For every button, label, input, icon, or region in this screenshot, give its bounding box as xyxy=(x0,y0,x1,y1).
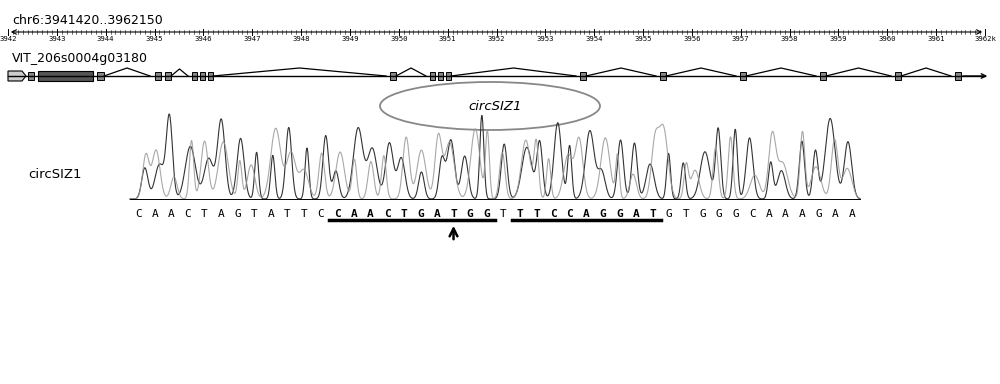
Text: 3950: 3950 xyxy=(390,36,408,42)
Bar xyxy=(580,72,586,80)
Bar xyxy=(446,72,451,80)
Bar xyxy=(28,72,34,80)
Text: A: A xyxy=(168,209,175,219)
Text: G: G xyxy=(467,209,473,219)
Text: T: T xyxy=(500,209,507,219)
Text: C: C xyxy=(384,209,391,219)
Text: circSIZ1: circSIZ1 xyxy=(468,99,522,113)
Text: 3954: 3954 xyxy=(585,36,603,42)
Text: 3960: 3960 xyxy=(879,36,896,42)
Text: 3956: 3956 xyxy=(683,36,701,42)
Text: 3949: 3949 xyxy=(341,36,359,42)
Text: A: A xyxy=(765,209,772,219)
Text: 3962k: 3962k xyxy=(974,36,996,42)
Text: 3945: 3945 xyxy=(146,36,163,42)
Text: 3944: 3944 xyxy=(97,36,114,42)
Text: G: G xyxy=(716,209,722,219)
Text: 3952: 3952 xyxy=(488,36,505,42)
Text: A: A xyxy=(434,209,440,219)
Text: G: G xyxy=(483,209,490,219)
Text: A: A xyxy=(633,209,639,219)
Text: 3948: 3948 xyxy=(292,36,310,42)
Text: C: C xyxy=(550,209,556,219)
Text: 3946: 3946 xyxy=(195,36,212,42)
Text: G: G xyxy=(815,209,822,219)
Text: 3959: 3959 xyxy=(830,36,847,42)
Text: 3953: 3953 xyxy=(537,36,554,42)
Text: A: A xyxy=(583,209,590,219)
Bar xyxy=(660,72,666,80)
Bar xyxy=(38,71,93,81)
Text: C: C xyxy=(317,209,324,219)
Text: G: G xyxy=(732,209,739,219)
Text: T: T xyxy=(682,209,689,219)
Bar xyxy=(155,72,161,80)
Text: T: T xyxy=(517,209,523,219)
Text: A: A xyxy=(782,209,789,219)
Text: G: G xyxy=(616,209,623,219)
Bar xyxy=(820,72,826,80)
Text: VIT_206s0004g03180: VIT_206s0004g03180 xyxy=(12,52,148,65)
Text: T: T xyxy=(400,209,407,219)
Text: 3942: 3942 xyxy=(0,36,17,42)
Text: G: G xyxy=(699,209,706,219)
Text: A: A xyxy=(832,209,838,219)
Text: 3955: 3955 xyxy=(634,36,652,42)
Bar xyxy=(192,72,197,80)
Text: A: A xyxy=(351,209,357,219)
Text: 3957: 3957 xyxy=(732,36,750,42)
Bar xyxy=(200,72,205,80)
Text: A: A xyxy=(367,209,374,219)
Text: T: T xyxy=(284,209,291,219)
Bar xyxy=(430,72,435,80)
Polygon shape xyxy=(8,71,26,81)
Text: C: C xyxy=(749,209,756,219)
Text: G: G xyxy=(234,209,241,219)
Text: circSIZ1: circSIZ1 xyxy=(28,167,82,180)
Text: 3943: 3943 xyxy=(48,36,66,42)
Text: T: T xyxy=(649,209,656,219)
Text: 3958: 3958 xyxy=(781,36,798,42)
Text: 3947: 3947 xyxy=(244,36,261,42)
Text: C: C xyxy=(566,209,573,219)
Bar xyxy=(208,72,213,80)
Text: T: T xyxy=(533,209,540,219)
Text: A: A xyxy=(152,209,158,219)
Text: G: G xyxy=(666,209,673,219)
Text: A: A xyxy=(268,209,274,219)
Text: C: C xyxy=(185,209,191,219)
Bar xyxy=(165,72,171,80)
Text: 3961: 3961 xyxy=(927,36,945,42)
Text: A: A xyxy=(848,209,855,219)
Bar xyxy=(955,72,961,80)
Bar xyxy=(740,72,746,80)
Bar xyxy=(438,72,443,80)
Bar xyxy=(390,72,396,80)
Text: chr6:3941420..3962150: chr6:3941420..3962150 xyxy=(12,14,163,27)
Text: T: T xyxy=(201,209,208,219)
Text: T: T xyxy=(251,209,258,219)
Text: G: G xyxy=(599,209,606,219)
Bar xyxy=(895,72,901,80)
Text: T: T xyxy=(450,209,457,219)
Text: 3951: 3951 xyxy=(439,36,456,42)
Text: A: A xyxy=(799,209,805,219)
Text: C: C xyxy=(135,209,142,219)
Text: G: G xyxy=(417,209,424,219)
Text: T: T xyxy=(301,209,308,219)
Bar xyxy=(97,72,104,80)
Text: A: A xyxy=(218,209,225,219)
Text: C: C xyxy=(334,209,341,219)
